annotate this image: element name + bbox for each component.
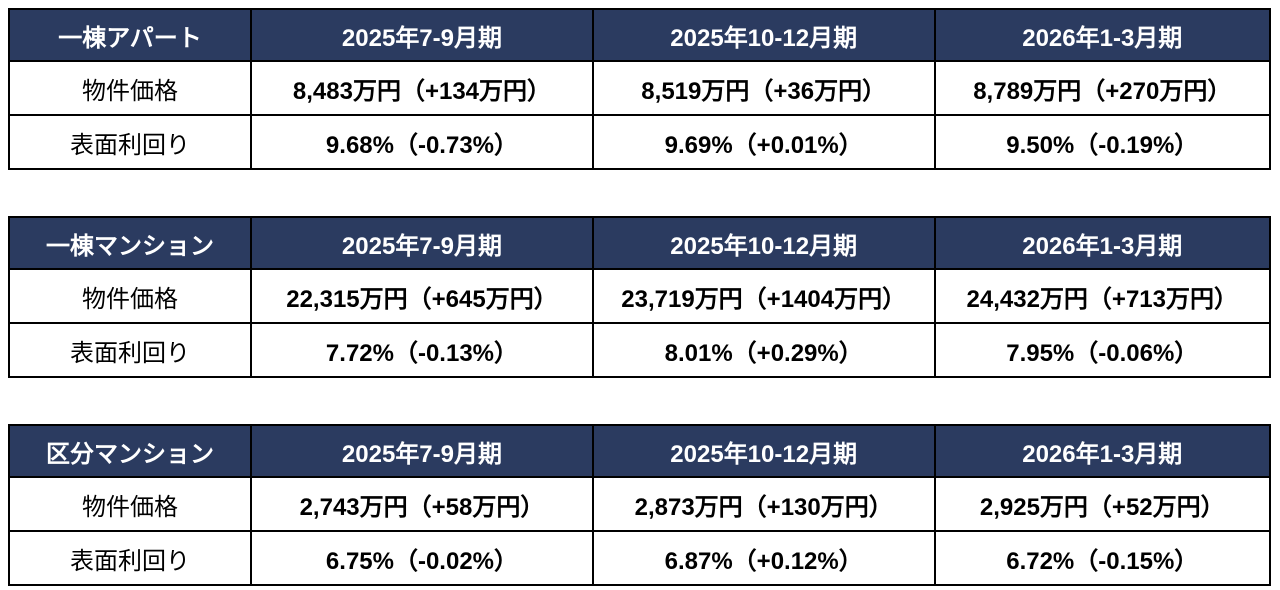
yield-value-q2: 8.01%（+0.29%） xyxy=(591,322,936,378)
yield-value-q1: 9.68%（-0.73%） xyxy=(250,114,594,170)
table-header-row: 一棟アパート 2025年7-9月期 2025年10-12月期 2026年1-3月… xyxy=(7,8,1272,62)
table-row-yield: 表面利回り 7.72%（-0.13%） 8.01%（+0.29%） 7.95%（… xyxy=(7,322,1272,378)
price-value-q1: 22,315万円（+645万円） xyxy=(250,268,594,324)
table-header-row: 区分マンション 2025年7-9月期 2025年10-12月期 2026年1-3… xyxy=(7,424,1272,478)
column-header-q2: 2025年10-12月期 xyxy=(591,216,936,270)
price-value-q2: 2,873万円（+130万円） xyxy=(591,476,936,532)
yield-value-q3: 6.72%（-0.15%） xyxy=(933,530,1272,586)
table-unit-mansion: 区分マンション 2025年7-9月期 2025年10-12月期 2026年1-3… xyxy=(7,424,1272,586)
row-label-yield: 表面利回り xyxy=(7,530,253,586)
column-header-q3: 2026年1-3月期 xyxy=(933,216,1272,270)
row-label-price: 物件価格 xyxy=(7,60,253,116)
yield-value-q1: 7.72%（-0.13%） xyxy=(250,322,594,378)
yield-value-q2: 9.69%（+0.01%） xyxy=(591,114,936,170)
table-row-price: 物件価格 22,315万円（+645万円） 23,719万円（+1404万円） … xyxy=(7,268,1272,324)
table-title: 区分マンション xyxy=(7,424,253,478)
column-header-q1: 2025年7-9月期 xyxy=(250,8,594,62)
yield-value-q3: 9.50%（-0.19%） xyxy=(933,114,1272,170)
yield-value-q3: 7.95%（-0.06%） xyxy=(933,322,1272,378)
price-value-q2: 8,519万円（+36万円） xyxy=(591,60,936,116)
row-label-price: 物件価格 xyxy=(7,268,253,324)
row-label-yield: 表面利回り xyxy=(7,114,253,170)
column-header-q2: 2025年10-12月期 xyxy=(591,424,936,478)
table-title: 一棟アパート xyxy=(7,8,253,62)
table-row-yield: 表面利回り 6.75%（-0.02%） 6.87%（+0.12%） 6.72%（… xyxy=(7,530,1272,586)
column-header-q3: 2026年1-3月期 xyxy=(933,8,1272,62)
table-single-mansion: 一棟マンション 2025年7-9月期 2025年10-12月期 2026年1-3… xyxy=(7,216,1272,378)
price-value-q2: 23,719万円（+1404万円） xyxy=(591,268,936,324)
price-value-q1: 2,743万円（+58万円） xyxy=(250,476,594,532)
row-label-yield: 表面利回り xyxy=(7,322,253,378)
price-value-q3: 24,432万円（+713万円） xyxy=(933,268,1272,324)
price-value-q1: 8,483万円（+134万円） xyxy=(250,60,594,116)
price-value-q3: 8,789万円（+270万円） xyxy=(933,60,1272,116)
table-row-yield: 表面利回り 9.68%（-0.73%） 9.69%（+0.01%） 9.50%（… xyxy=(7,114,1272,170)
row-label-price: 物件価格 xyxy=(7,476,253,532)
table-title: 一棟マンション xyxy=(7,216,253,270)
column-header-q1: 2025年7-9月期 xyxy=(250,424,594,478)
table-header-row: 一棟マンション 2025年7-9月期 2025年10-12月期 2026年1-3… xyxy=(7,216,1272,270)
yield-value-q2: 6.87%（+0.12%） xyxy=(591,530,936,586)
table-single-apartment: 一棟アパート 2025年7-9月期 2025年10-12月期 2026年1-3月… xyxy=(7,8,1272,170)
table-row-price: 物件価格 8,483万円（+134万円） 8,519万円（+36万円） 8,78… xyxy=(7,60,1272,116)
table-row-price: 物件価格 2,743万円（+58万円） 2,873万円（+130万円） 2,92… xyxy=(7,476,1272,532)
column-header-q3: 2026年1-3月期 xyxy=(933,424,1272,478)
column-header-q1: 2025年7-9月期 xyxy=(250,216,594,270)
yield-value-q1: 6.75%（-0.02%） xyxy=(250,530,594,586)
price-value-q3: 2,925万円（+52万円） xyxy=(933,476,1272,532)
column-header-q2: 2025年10-12月期 xyxy=(591,8,936,62)
